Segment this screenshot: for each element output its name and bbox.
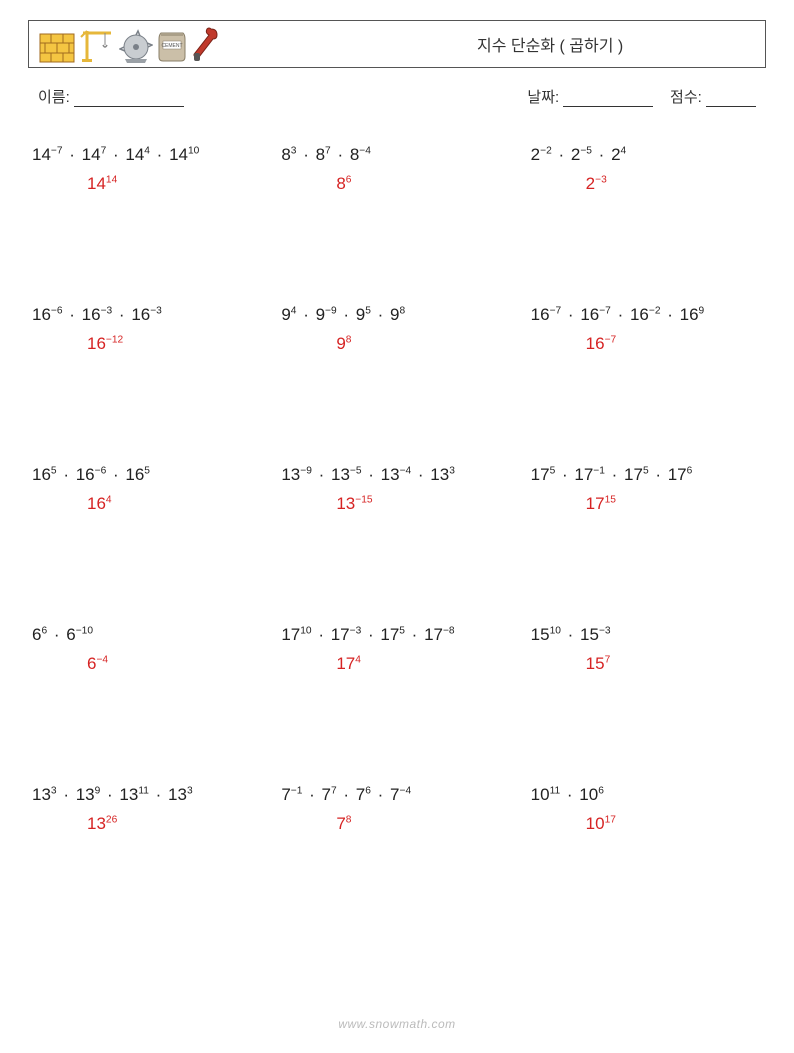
header-icons: CEMENT — [39, 25, 221, 63]
problem-expression: 1011 · 106 — [531, 781, 762, 808]
problem-expression: 94 · 9−9 · 95 · 98 — [281, 301, 512, 328]
cement-icon: CEMENT — [157, 29, 187, 63]
problem-expression: 83 · 87 · 8−4 — [281, 141, 512, 168]
problem-cell: 14−7 · 147 · 144 · 1410 1414 — [28, 135, 267, 295]
problem-expression: 14−7 · 147 · 144 · 1410 — [32, 141, 263, 168]
problem-cell: 165 · 16−6 · 165 164 — [28, 455, 267, 615]
wrench-icon — [191, 25, 221, 63]
problem-answer: 86 — [281, 174, 512, 194]
problem-expression: 133 · 139 · 1311 · 133 — [32, 781, 263, 808]
problem-cell: 133 · 139 · 1311 · 133 1326 — [28, 775, 267, 935]
problem-cell: 7−1 · 77 · 76 · 7−4 78 — [277, 775, 516, 935]
problem-expression: 165 · 16−6 · 165 — [32, 461, 263, 488]
problem-answer: 157 — [531, 654, 762, 674]
crane-icon — [79, 27, 115, 63]
name-label: 이름: — [38, 89, 70, 106]
problem-answer: 1017 — [531, 814, 762, 834]
problem-expression: 1510 · 15−3 — [531, 621, 762, 648]
problem-expression: 13−9 · 13−5 · 13−4 · 133 — [281, 461, 512, 488]
date-label: 날짜: — [527, 89, 559, 106]
footer-url: www.snowmath.com — [0, 1017, 794, 1031]
problem-answer: 1715 — [531, 494, 762, 514]
problem-cell: 13−9 · 13−5 · 13−4 · 133 13−15 — [277, 455, 516, 615]
meta-row: 이름: 날짜: 점수: — [28, 86, 766, 107]
worksheet-title: 지수 단순화 ( 곱하기 ) — [477, 32, 623, 56]
score-label: 점수: — [670, 89, 702, 106]
problem-answer: 78 — [281, 814, 512, 834]
problem-expression: 2−2 · 2−5 · 24 — [531, 141, 762, 168]
problem-answer: 6−4 — [32, 654, 263, 674]
sawblade-icon — [119, 29, 153, 63]
problem-expression: 7−1 · 77 · 76 · 7−4 — [281, 781, 512, 808]
problem-cell: 1510 · 15−3 157 — [527, 615, 766, 775]
problem-cell: 16−6 · 16−3 · 16−3 16−12 — [28, 295, 267, 455]
problem-expression: 66 · 6−10 — [32, 621, 263, 648]
problem-cell: 175 · 17−1 · 175 · 176 1715 — [527, 455, 766, 615]
problem-expression: 1710 · 17−3 · 175 · 17−8 — [281, 621, 512, 648]
problem-cell: 83 · 87 · 8−4 86 — [277, 135, 516, 295]
problem-cell: 16−7 · 16−7 · 16−2 · 169 16−7 — [527, 295, 766, 455]
svg-text:CEMENT: CEMENT — [161, 43, 182, 49]
problem-cell: 94 · 9−9 · 95 · 98 98 — [277, 295, 516, 455]
problem-answer: 1326 — [32, 814, 263, 834]
problem-answer: 2−3 — [531, 174, 762, 194]
problem-cell: 1710 · 17−3 · 175 · 17−8 174 — [277, 615, 516, 775]
score-blank — [706, 91, 756, 107]
problem-expression: 175 · 17−1 · 175 · 176 — [531, 461, 762, 488]
meta-name: 이름: — [28, 86, 184, 107]
problem-answer: 13−15 — [281, 494, 512, 514]
problem-cell: 2−2 · 2−5 · 24 2−3 — [527, 135, 766, 295]
problem-answer: 16−12 — [32, 334, 263, 354]
date-blank — [563, 91, 653, 107]
problem-answer: 98 — [281, 334, 512, 354]
problem-cell: 66 · 6−10 6−4 — [28, 615, 267, 775]
problem-answer: 16−7 — [531, 334, 762, 354]
name-blank — [74, 91, 184, 107]
problem-answer: 1414 — [32, 174, 263, 194]
problems-grid: 14−7 · 147 · 144 · 1410 1414 83 · 87 · 8−4… — [28, 135, 766, 935]
bricks-icon — [39, 33, 75, 63]
header-box: CEMENT 지수 단순화 ( 곱하기 ) — [28, 20, 766, 68]
meta-right: 날짜: 점수: — [527, 86, 766, 107]
problem-expression: 16−7 · 16−7 · 16−2 · 169 — [531, 301, 762, 328]
problem-cell: 1011 · 106 1017 — [527, 775, 766, 935]
problem-answer: 174 — [281, 654, 512, 674]
problem-answer: 164 — [32, 494, 263, 514]
problem-expression: 16−6 · 16−3 · 16−3 — [32, 301, 263, 328]
